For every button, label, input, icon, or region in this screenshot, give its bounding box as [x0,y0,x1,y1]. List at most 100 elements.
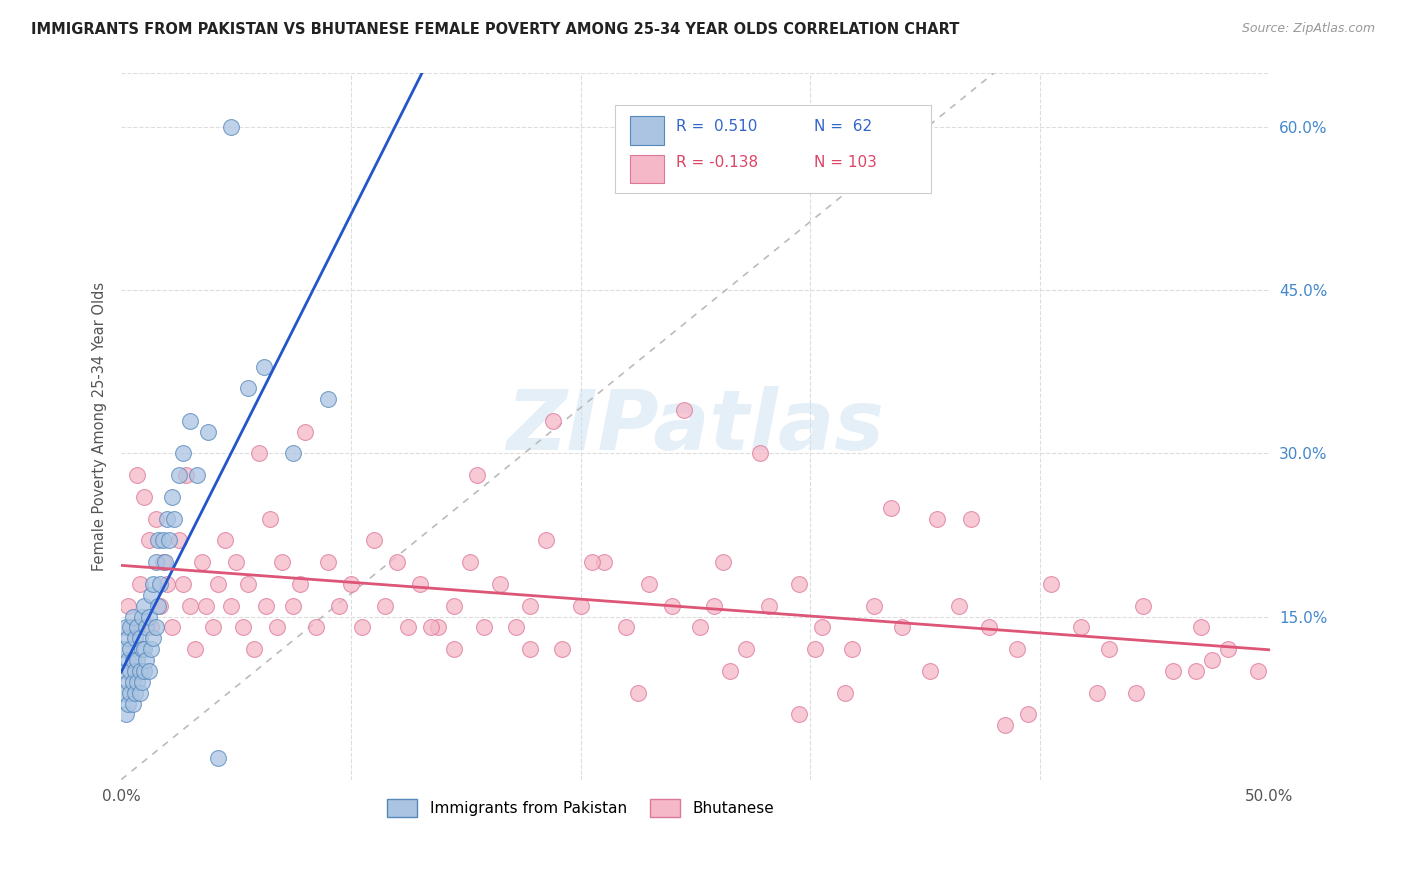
Point [152,533,174,548]
Point [1040,577,1063,591]
Point [443,599,465,613]
Point [328,599,350,613]
Point [135,653,157,667]
Point [787,577,810,591]
Point [128,685,150,699]
Point [1085,685,1108,699]
Text: IMMIGRANTS FROM PAKISTAN VS BHUTANESE FEMALE POVERTY AMONG 25-34 YEAR OLDS CORRE: IMMIGRANTS FROM PAKISTAN VS BHUTANESE FE… [31,22,959,37]
Point [156,577,179,591]
Point [221,599,243,613]
Point [190,555,212,569]
Point [114,707,136,722]
Point [120,664,142,678]
Point [120,642,142,657]
Point [127,653,149,667]
Point [551,642,574,657]
Point [661,599,683,613]
Point [352,620,374,634]
Point [340,577,363,591]
Point [152,555,174,569]
Y-axis label: Female Poverty Among 25-34 Year Olds: Female Poverty Among 25-34 Year Olds [93,282,107,571]
Point [1017,707,1039,722]
Point [672,403,695,417]
Point [135,620,157,634]
Point [396,620,419,634]
Point [616,620,638,634]
Point [592,555,614,569]
Point [124,664,146,678]
Point [120,620,142,634]
Point [163,511,186,525]
Point [804,642,827,657]
Point [159,533,181,548]
Point [186,468,208,483]
Point [139,588,162,602]
Point [236,577,259,591]
Point [179,414,201,428]
Point [247,446,270,460]
Point [120,685,142,699]
Point [1161,664,1184,678]
Point [145,511,167,525]
Point [124,632,146,646]
Point [259,511,281,525]
Text: N =  62: N = 62 [814,119,872,134]
Point [179,599,201,613]
FancyBboxPatch shape [614,104,931,193]
Point [214,533,236,548]
Point [1185,664,1208,678]
Point [569,599,592,613]
Point [891,620,914,634]
Point [627,685,650,699]
Point [121,697,143,711]
Point [420,620,443,634]
Point [243,642,266,657]
Point [409,577,432,591]
Point [117,599,139,613]
Point [294,425,316,439]
Text: R =  0.510: R = 0.510 [676,119,758,134]
Point [283,599,305,613]
Point [128,632,150,646]
Point [167,468,190,483]
Point [172,446,194,460]
Point [131,674,153,689]
Point [925,511,948,525]
Point [160,620,183,634]
Point [145,620,167,634]
Point [305,620,328,634]
Point [139,642,162,657]
Point [172,577,194,591]
Point [810,620,832,634]
Legend: Immigrants from Pakistan, Bhutanese: Immigrants from Pakistan, Bhutanese [380,791,782,825]
Point [225,555,247,569]
Point [1098,642,1121,657]
Text: Source: ZipAtlas.com: Source: ZipAtlas.com [1241,22,1375,36]
Point [266,620,288,634]
Point [142,632,165,646]
Point [385,555,408,569]
Point [167,533,190,548]
Point [948,599,970,613]
Point [160,490,183,504]
Point [638,577,661,591]
Point [841,642,863,657]
Point [112,685,135,699]
Point [519,599,541,613]
Point [138,533,160,548]
Point [1189,620,1212,634]
Point [139,620,162,634]
Text: ZIPatlas: ZIPatlas [506,386,884,467]
Point [207,751,229,765]
Point [834,685,856,699]
Point [748,446,770,460]
Point [121,620,143,634]
Point [127,468,149,483]
Point [232,620,254,634]
Point [134,664,156,678]
Point [153,555,176,569]
Point [195,599,218,613]
Point [134,642,156,657]
Point [114,664,136,678]
Point [149,599,172,613]
